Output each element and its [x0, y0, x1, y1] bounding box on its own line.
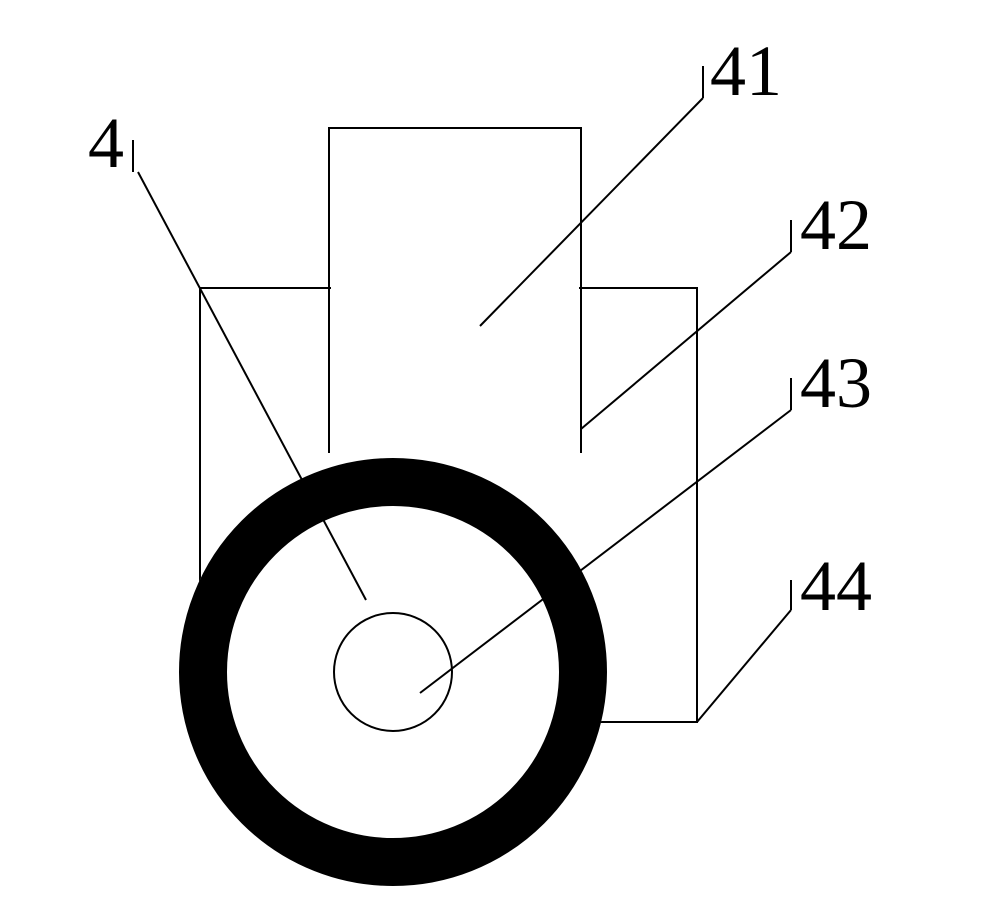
- callout-label-43: 43: [800, 342, 872, 425]
- diagram-canvas: [0, 0, 1000, 923]
- callout-label-4: 4: [88, 102, 124, 185]
- callout-label-44: 44: [800, 545, 872, 628]
- callout-line-41: [480, 98, 703, 326]
- erase-overlap: [331, 285, 579, 453]
- upper-block: [329, 128, 581, 288]
- callout-label-41: 41: [710, 30, 782, 113]
- callout-line-44: [697, 610, 791, 722]
- callout-label-42: 42: [800, 184, 872, 267]
- callout-line-42: [581, 252, 791, 429]
